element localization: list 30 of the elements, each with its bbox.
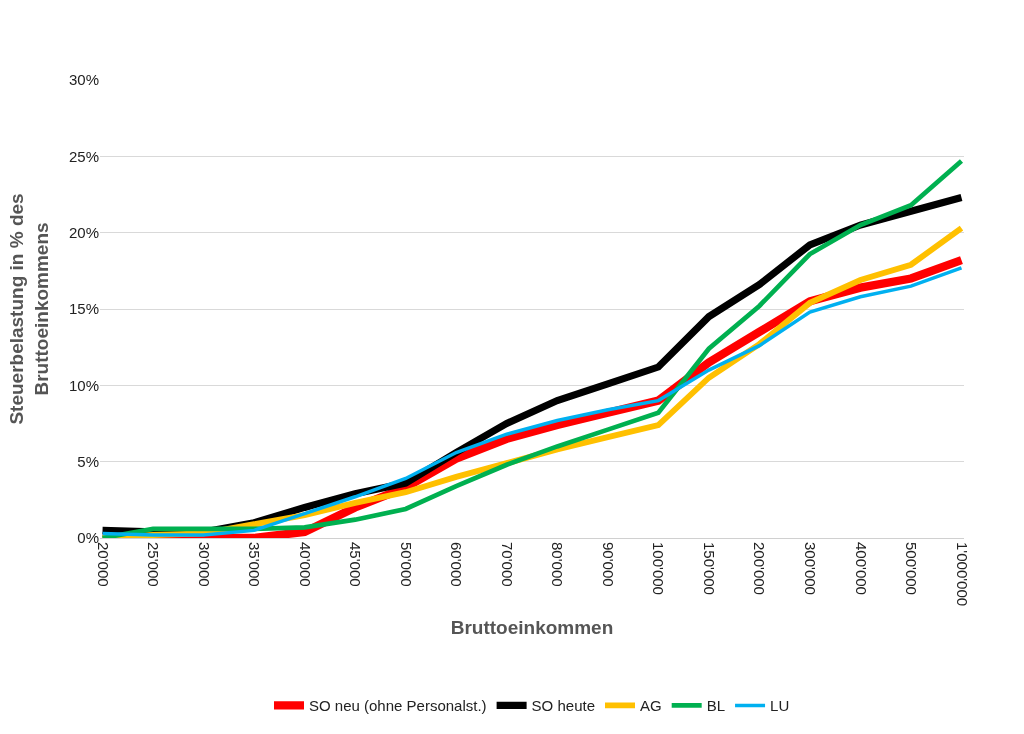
legend-label: BL xyxy=(706,697,726,715)
x-tick-label: 35'000 xyxy=(246,542,264,587)
x-tick-label: 30'000 xyxy=(195,542,213,587)
legend-label: LU xyxy=(770,697,790,715)
x-tick-label: 25'000 xyxy=(145,542,163,587)
x-tick-label: 90'000 xyxy=(599,542,617,587)
y-tick-label: 30% xyxy=(68,71,99,89)
legend-label: SO neu (ohne Personalst.) xyxy=(309,697,487,715)
x-tick-label: 150'000 xyxy=(700,542,718,595)
x-tick-label: 500'000 xyxy=(903,542,921,595)
x-tick-label: 40'000 xyxy=(296,542,314,587)
x-tick-label: 1'000'000 xyxy=(953,542,971,607)
legend-label: SO heute xyxy=(531,697,595,715)
y-tick-label: 15% xyxy=(68,300,99,318)
y-axis-title: Steuerbelastung in % des Bruttoeinkommens xyxy=(6,193,52,425)
y-tick-label: 20% xyxy=(68,223,99,241)
x-tick-label: 300'000 xyxy=(802,542,820,595)
x-tick-label: 60'000 xyxy=(448,542,466,587)
x-tick-label: 80'000 xyxy=(549,542,567,587)
x-axis-title: Bruttoeinkommen xyxy=(450,616,614,638)
x-tick-label: 400'000 xyxy=(852,542,870,595)
x-tick-label: 45'000 xyxy=(347,542,365,587)
y-tick-label: 10% xyxy=(68,376,99,394)
y-tick-label: 25% xyxy=(68,147,99,165)
x-tick-label: 200'000 xyxy=(751,542,769,595)
x-tick-label: 70'000 xyxy=(498,542,516,587)
x-tick-label: 100'000 xyxy=(650,542,668,595)
y-tick-label: 5% xyxy=(77,452,99,470)
legend-label: AG xyxy=(640,697,662,715)
x-tick-label: 50'000 xyxy=(397,542,415,587)
